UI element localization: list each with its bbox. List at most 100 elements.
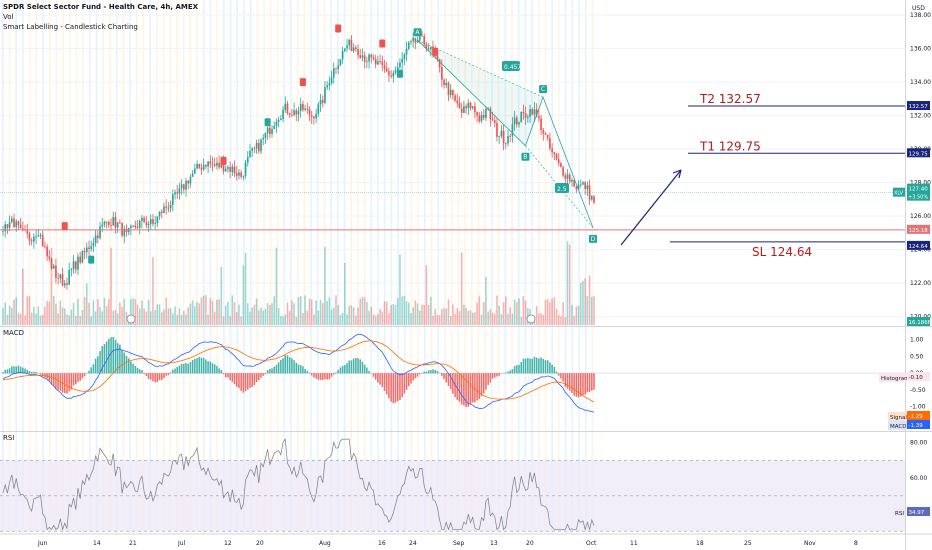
histogram-bar — [79, 373, 81, 381]
candle-body — [246, 157, 249, 163]
candle-body — [138, 220, 141, 228]
last-price-change: +3.50% — [908, 195, 928, 201]
macd-name: MACD — [890, 424, 907, 430]
histogram-bar — [419, 373, 421, 375]
candle-body — [436, 55, 439, 60]
candle-body — [396, 67, 399, 71]
histogram-bar — [52, 373, 55, 386]
session-stripe — [8, 0, 11, 533]
candle-body — [154, 222, 156, 224]
session-stripe — [142, 0, 145, 533]
entry-axis-badge: 125.18 — [909, 228, 929, 234]
volume-bar — [487, 311, 489, 325]
histogram-bar — [390, 373, 392, 402]
histogram-bar — [423, 371, 425, 374]
histogram-bar — [8, 368, 11, 374]
histogram-bar — [392, 373, 395, 404]
volume-bar — [337, 304, 339, 325]
histogram-bar — [196, 358, 198, 374]
candle-body — [553, 152, 556, 155]
stop-loss-label: SL 124.64 — [752, 245, 812, 259]
candle-body — [577, 184, 580, 190]
candle-body — [313, 116, 315, 119]
candle-body — [72, 261, 75, 269]
candle-body — [286, 103, 289, 114]
volume-bar — [8, 305, 11, 325]
histogram-bar — [258, 373, 260, 381]
session-stripe — [330, 0, 332, 533]
time-axis-tick: 14 — [93, 540, 101, 547]
candle-body — [529, 109, 531, 117]
histogram-bar — [277, 362, 280, 374]
candle-body — [19, 225, 22, 229]
histogram-bar — [39, 373, 42, 375]
histogram-bar — [403, 373, 406, 394]
volume-bar — [502, 302, 505, 325]
candle-body — [319, 99, 322, 105]
volume-bar — [445, 308, 448, 325]
volume-bar — [577, 305, 580, 325]
histogram-bar — [573, 373, 575, 396]
histogram-bar — [474, 373, 476, 403]
histogram-bar — [165, 373, 167, 376]
gridlines — [0, 14, 905, 318]
signal-name-bg — [888, 412, 907, 421]
histogram-bar — [249, 373, 251, 388]
time-axis-tick: 24 — [409, 540, 417, 547]
candle-body — [379, 61, 381, 62]
volume-bar — [33, 306, 35, 325]
histogram-bar — [141, 370, 143, 374]
histogram-bar — [337, 370, 339, 374]
time-axis-tick: 21 — [129, 540, 137, 547]
histogram-bar — [213, 364, 216, 374]
volume-bar — [255, 298, 258, 325]
candle-body — [542, 130, 545, 134]
candle-body — [533, 109, 536, 115]
volume-bar — [482, 301, 485, 325]
histogram-bar — [456, 373, 459, 400]
volume-bar — [584, 278, 586, 325]
histogram-bar — [22, 367, 24, 374]
candle-body — [134, 225, 137, 228]
candle-body — [198, 163, 201, 168]
volume-bar — [105, 306, 108, 325]
candle-body — [584, 182, 587, 190]
volume-bar — [593, 296, 595, 325]
session-stripe — [316, 0, 319, 533]
candle-body — [524, 113, 527, 118]
candle-body — [158, 211, 161, 217]
volume-bar — [103, 297, 106, 325]
histogram-bar — [410, 373, 412, 384]
candle-body — [282, 109, 284, 119]
volume-bar — [344, 262, 346, 325]
rsi-value: 34.97 — [909, 510, 925, 516]
candle-body — [443, 79, 445, 86]
candle-body — [560, 163, 562, 168]
histogram-bar — [516, 365, 518, 374]
histogram-bar — [99, 351, 101, 374]
candle-body — [423, 36, 426, 45]
volume-bar — [194, 306, 196, 325]
histogram-bar — [372, 373, 375, 377]
volume-bar — [200, 297, 203, 325]
session-stripe — [182, 0, 185, 533]
session-stripe — [229, 0, 232, 533]
histogram-bar — [430, 370, 432, 374]
candle-body — [412, 37, 415, 42]
histogram-bar — [88, 370, 90, 374]
histogram-bar — [273, 366, 276, 374]
volume-bar — [235, 312, 238, 325]
volume-bar — [183, 310, 185, 325]
session-stripe — [223, 0, 225, 533]
pattern-marker — [432, 47, 439, 56]
candle-body — [41, 234, 44, 247]
volume-bar — [222, 316, 225, 325]
volume-bar — [586, 296, 589, 325]
candle-body — [315, 113, 317, 119]
volume-bar — [485, 276, 487, 325]
candle-body — [447, 82, 450, 96]
session-stripe — [437, 0, 440, 533]
volume-bar — [72, 302, 75, 325]
volume-bar — [560, 316, 562, 325]
